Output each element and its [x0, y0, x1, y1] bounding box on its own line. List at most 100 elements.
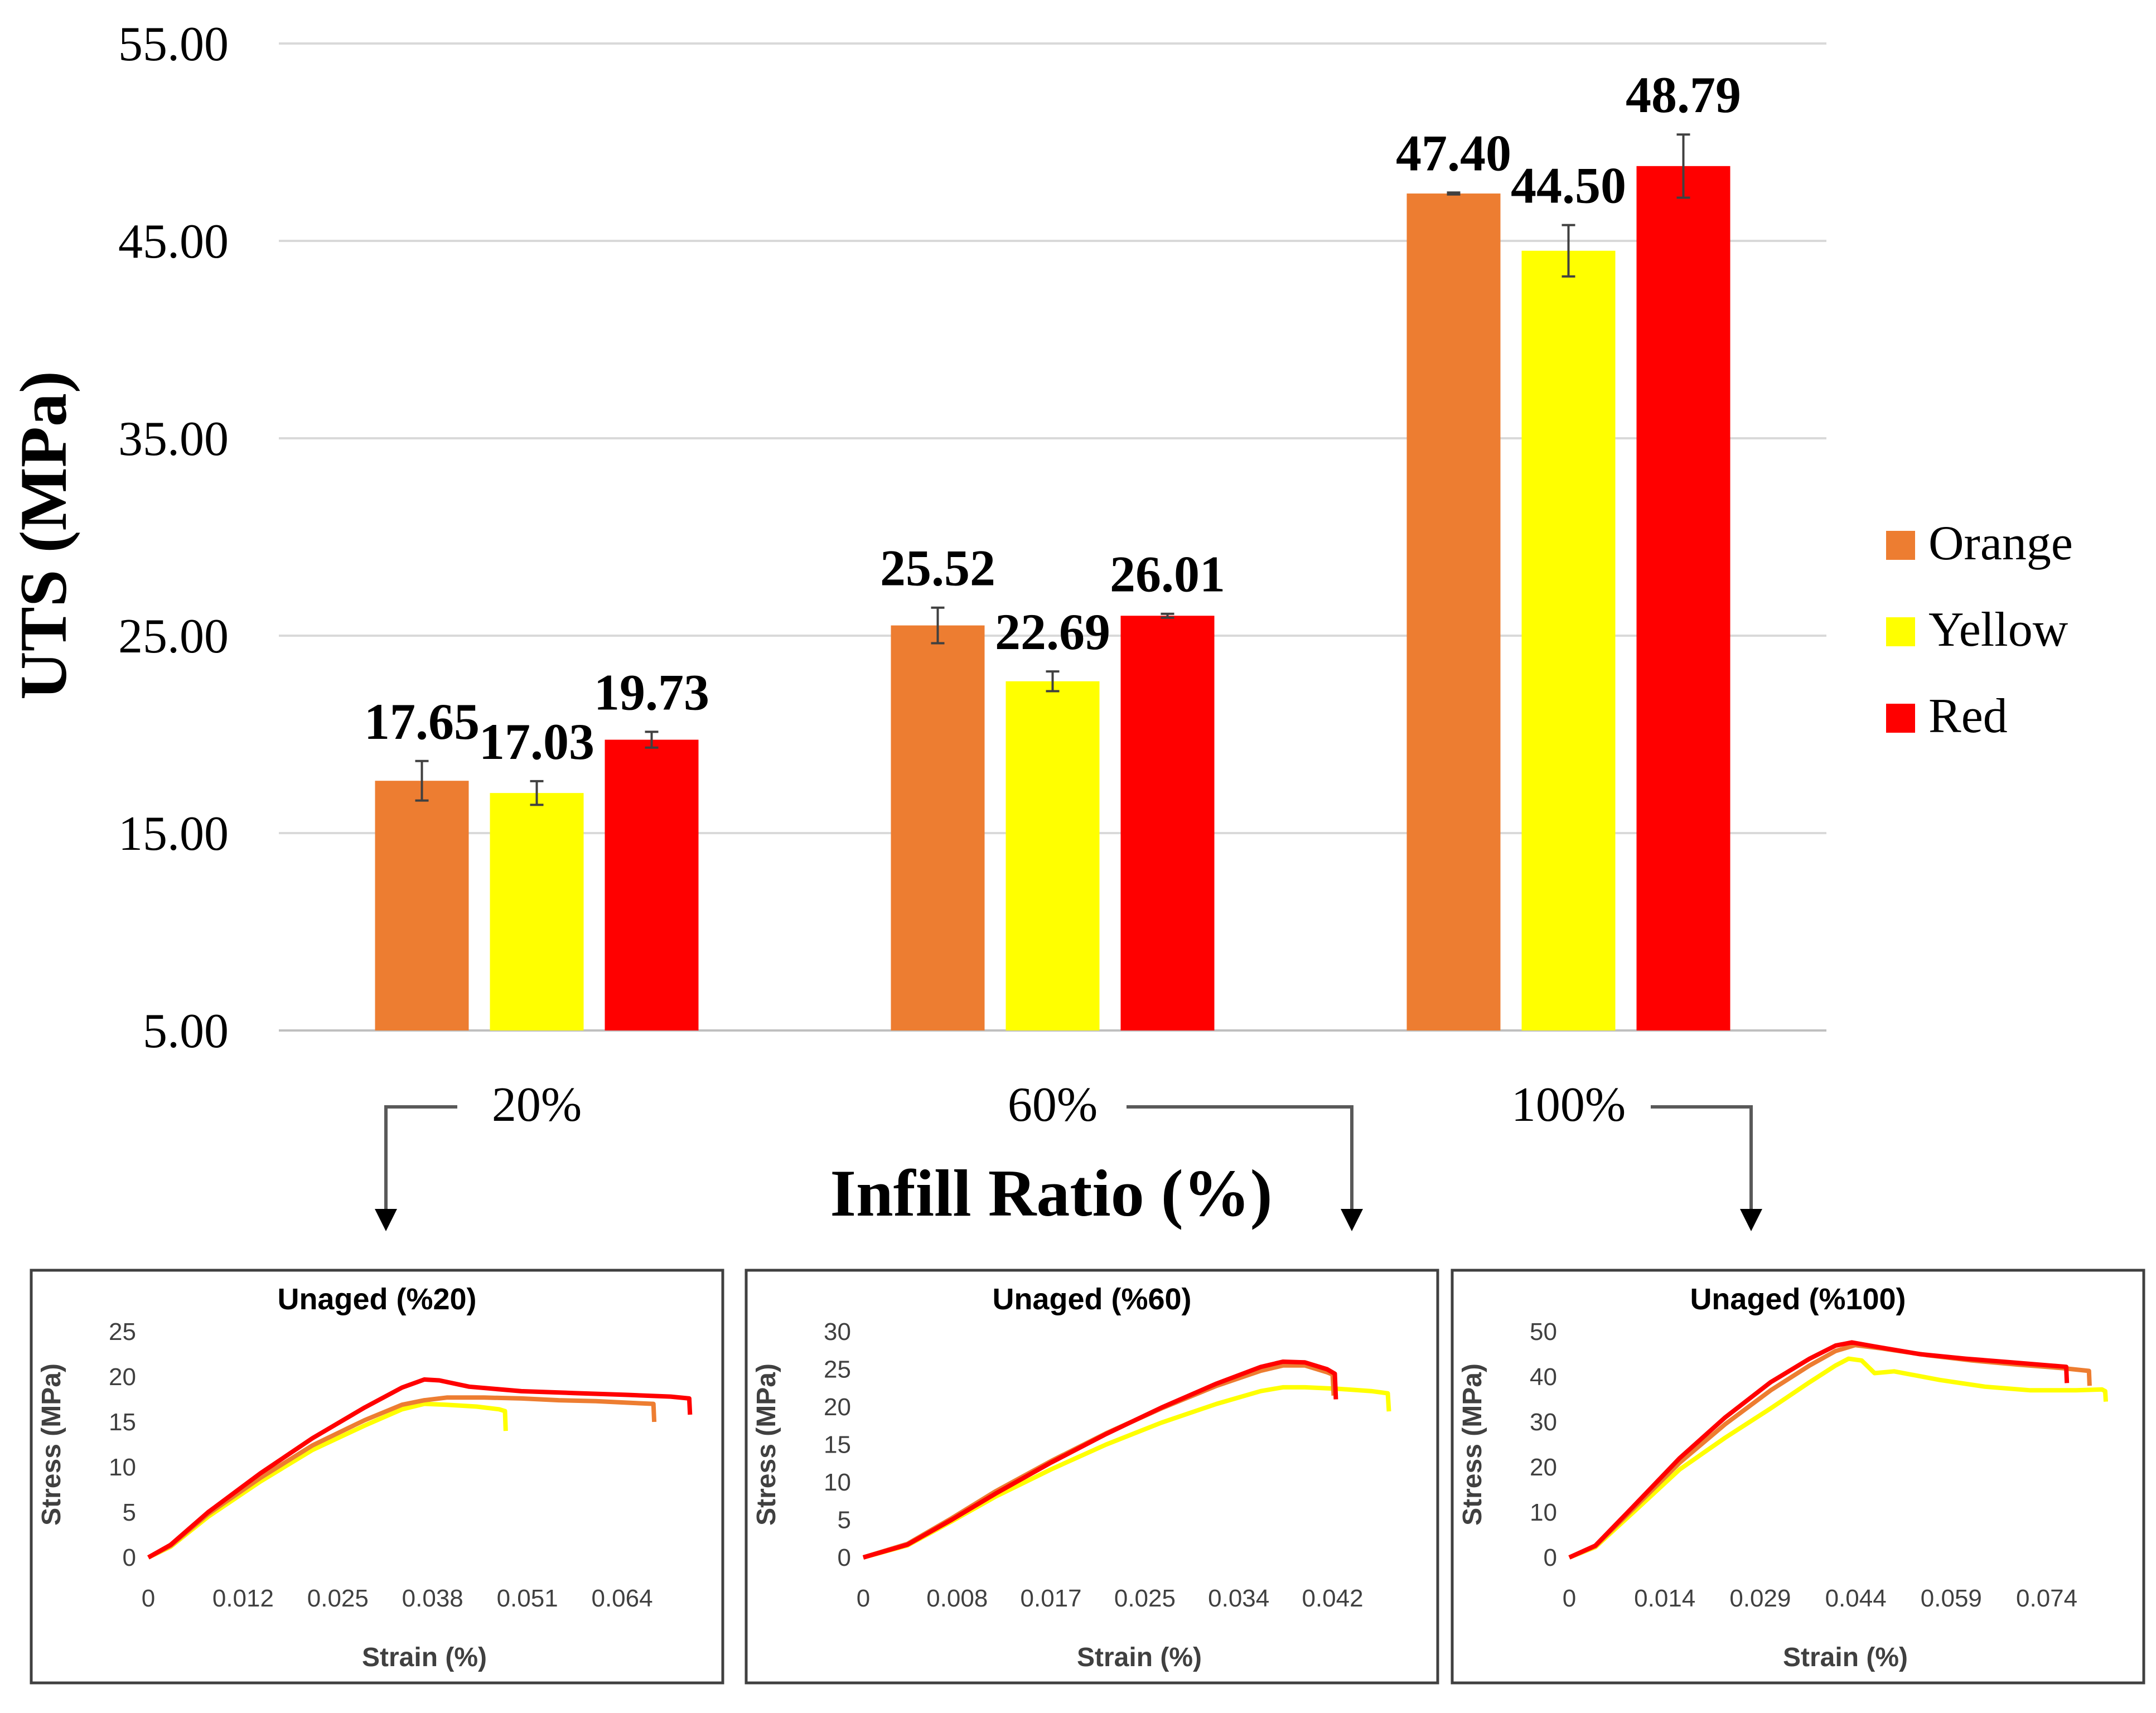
legend-item-red: Red — [1886, 689, 2008, 743]
data-label: 44.50 — [1511, 157, 1626, 214]
data-label: 47.40 — [1396, 124, 1511, 181]
bar-chart-error-bars — [415, 133, 1690, 806]
panel-y-tick-label: 20 — [109, 1363, 136, 1391]
panel-y-tick-label: 20 — [1530, 1454, 1557, 1481]
y-tick-label: 5.00 — [143, 1004, 229, 1058]
panel-y-tick-label: 30 — [1530, 1409, 1557, 1436]
legend-swatch-red — [1886, 704, 1915, 733]
x-tick-label: 60% — [1008, 1078, 1098, 1132]
bar-red — [605, 739, 699, 1030]
panel-x-tick-label: 0.034 — [1208, 1585, 1269, 1612]
panel-x-tick-label: 0.074 — [2016, 1585, 2077, 1612]
data-label: 19.73 — [594, 664, 709, 720]
series-line-red — [862, 1359, 1338, 1560]
bar-orange — [375, 781, 469, 1030]
connector-100 — [1651, 1105, 1753, 1210]
panel-y-tick-label: 5 — [123, 1499, 136, 1526]
panel-y-axis-title: Stress (MPa) — [1458, 1363, 1487, 1526]
legend: Orange Yellow Red — [1886, 516, 2073, 743]
panel-x-tick-label: 0 — [142, 1585, 155, 1612]
bar-orange — [1406, 193, 1501, 1030]
y-tick-label: 15.00 — [118, 807, 229, 861]
y-tick-label: 45.00 — [118, 215, 229, 269]
legend-item-orange: Orange — [1886, 516, 2073, 570]
panel-x-tick-label: 0.064 — [591, 1585, 652, 1612]
panel-y-tick-label: 20 — [824, 1393, 851, 1421]
panel-x-tick-label: 0.025 — [1114, 1585, 1176, 1612]
panel-x-tick-label: 0.025 — [307, 1585, 369, 1612]
series-line-yellow — [1568, 1356, 2108, 1560]
bar-chart-y-tick-labels: 5.00 15.00 25.00 35.00 45.00 55.00 — [118, 17, 229, 1058]
y-tick-label: 35.00 — [118, 412, 229, 466]
connector-arrowheads — [375, 1209, 1762, 1231]
data-label: 26.01 — [1110, 546, 1225, 603]
panel-y-tick-label: 5 — [838, 1507, 851, 1534]
series-line-orange — [147, 1395, 657, 1560]
bar-orange — [891, 625, 985, 1030]
x-axis-title: Infill Ratio (%) — [830, 1156, 1272, 1230]
panel-x-tick-label: 0 — [857, 1585, 870, 1612]
bar-yellow — [1521, 250, 1616, 1031]
panel-x-tick-label: 0.012 — [212, 1585, 274, 1612]
panel-y-tick-label: 0 — [1544, 1544, 1557, 1571]
legend-label-red: Red — [1928, 689, 2008, 743]
legend-item-yellow: Yellow — [1886, 603, 2068, 657]
panel-frame — [30, 1269, 724, 1685]
panel-y-axis-title: Stress (MPa) — [752, 1363, 781, 1526]
bar-chart-bars — [375, 166, 1730, 1031]
panel-title: Unaged (%20) — [277, 1283, 476, 1316]
panel-y-tick-label: 40 — [1530, 1363, 1557, 1391]
panel-y-tick-label: 30 — [824, 1318, 851, 1346]
panel-x-axis-title: Strain (%) — [362, 1643, 487, 1672]
data-label: 22.69 — [995, 603, 1110, 660]
panel-y-axis-title: Stress (MPa) — [37, 1363, 66, 1526]
panel-x-tick-label: 0.014 — [1634, 1585, 1695, 1612]
data-label: 17.03 — [479, 713, 594, 770]
bar-red — [1120, 616, 1215, 1030]
panel-x-axis-title: Strain (%) — [1783, 1643, 1908, 1672]
panel-x-axis-title: Strain (%) — [1077, 1643, 1202, 1672]
panel-y-tick-label: 0 — [123, 1544, 136, 1571]
arrowhead-60 — [1341, 1209, 1363, 1231]
panel-x-tick-label: 0.017 — [1021, 1585, 1082, 1612]
y-tick-label: 25.00 — [118, 609, 229, 664]
data-label: 17.65 — [364, 693, 480, 750]
y-tick-label: 55.00 — [118, 17, 229, 71]
legend-label-yellow: Yellow — [1928, 603, 2068, 657]
panel-frame — [1451, 1269, 2145, 1685]
data-label: 25.52 — [880, 540, 995, 597]
stress-strain-panel-60: Unaged (%60) 0 5 10 15 20 25 30 0 0.008 0.017 0.025… — [745, 1269, 1439, 1685]
panel-y-tick-label: 15 — [109, 1409, 136, 1436]
panel-y-tick-label: 15 — [824, 1431, 851, 1459]
arrowhead-20 — [375, 1209, 397, 1231]
data-label: 48.79 — [1626, 66, 1741, 123]
panel-y-tick-label: 0 — [838, 1544, 851, 1571]
panel-x-tick-label: 0.051 — [497, 1585, 558, 1612]
panel-title: Unaged (%100) — [1690, 1283, 1906, 1316]
bar-yellow — [490, 793, 584, 1030]
uts-bar-chart: 5.00 15.00 25.00 35.00 45.00 55.00 17.65 17.03… — [6, 17, 2073, 1231]
panel-x-tick-label: 0.008 — [926, 1585, 988, 1612]
panel-x-tick-label: 0.044 — [1825, 1585, 1887, 1612]
panel-y-tick-label: 10 — [109, 1454, 136, 1481]
series-line-red — [147, 1377, 693, 1560]
stress-strain-panel-20: Unaged (%20) 0 5 10 15 20 25 0 0.012 0.025 0.038 0.… — [30, 1269, 724, 1685]
panel-x-tick-label: 0.038 — [402, 1585, 463, 1612]
panel-y-tick-label: 10 — [824, 1469, 851, 1496]
connector-arrows — [384, 1105, 1753, 1210]
legend-swatch-yellow — [1886, 617, 1915, 646]
bar-red — [1636, 166, 1730, 1031]
legend-swatch-orange — [1886, 531, 1915, 560]
panel-x-tick-label: 0.042 — [1302, 1585, 1363, 1612]
panel-x-tick-label: 0.029 — [1729, 1585, 1791, 1612]
panel-frame — [745, 1269, 1439, 1685]
panel-y-tick-label: 50 — [1530, 1318, 1557, 1346]
panel-y-tick-label: 25 — [824, 1356, 851, 1383]
panel-title: Unaged (%60) — [992, 1283, 1191, 1316]
panel-y-tick-label: 10 — [1530, 1499, 1557, 1526]
x-tick-label: 20% — [492, 1078, 582, 1132]
arrowhead-100 — [1740, 1209, 1762, 1231]
bar-chart-x-tick-labels: 20% 60% 100% — [492, 1078, 1626, 1132]
stress-strain-panel-100: Unaged (%100) 0 10 20 30 40 50 0 0.014 0.029 0.044… — [1451, 1269, 2145, 1685]
